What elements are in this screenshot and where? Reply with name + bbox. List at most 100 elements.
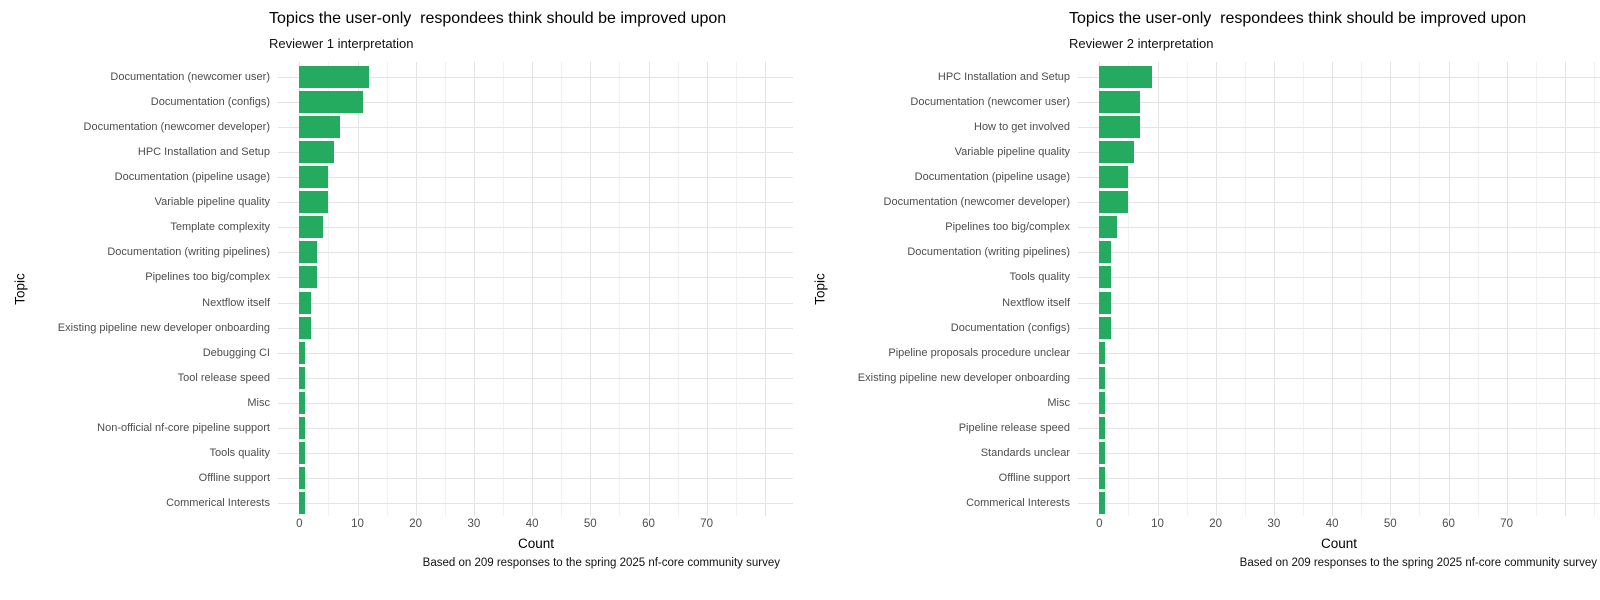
y-gridline [278,502,793,504]
y-gridline [1078,102,1600,104]
x-gridline [561,62,563,516]
bar-documentation-newcomer-user [299,66,370,88]
bar-documentation-pipeline-usage [1099,166,1129,189]
y-gridline [1078,202,1600,204]
y-gridline [1078,177,1600,179]
y-tick-label: Documentation (pipeline usage) [114,171,270,184]
y-tick-label: Pipeline proposals procedure unclear [888,346,1070,359]
x-gridline [1361,62,1363,516]
bar-documentation-newcomer-developer [1099,191,1129,214]
x-gridline [648,62,650,516]
y-gridline [278,202,793,204]
x-tick-label: 30 [1267,518,1281,530]
y-gridline [278,252,793,254]
x-gridline [1244,62,1246,516]
bar-documentation-configs [299,91,364,114]
y-tick-label: Documentation (newcomer developer) [83,121,270,134]
y-gridline [278,227,793,229]
bar-non-official-nf-core-pipeline-support [299,416,306,439]
y-gridline [1078,352,1600,354]
x-gridline [444,62,446,516]
x-gridline [1535,62,1537,516]
x-gridline [1506,62,1508,516]
plot-panel [1078,62,1600,516]
y-tick-label: Tools quality [209,446,270,459]
y-tick-label: Commerical Interests [166,496,270,509]
bar-documentation-writing-pipelines [299,241,317,264]
bar-tool-release-speed [299,366,306,389]
y-tick-label: Pipeline release speed [958,421,1070,434]
bar-documentation-configs [1099,316,1111,339]
x-tick-label: 20 [409,518,423,530]
reviewer-1-chart: Topics the user-only respondees think sh… [13,10,793,569]
y-tick-label: Variable pipeline quality [154,196,270,209]
bar-documentation-writing-pipelines [1099,241,1111,264]
bar-nextflow-itself [299,291,311,314]
x-gridline [677,62,679,516]
chart-caption: Based on 209 responses to the spring 202… [1239,557,1597,569]
x-tick-label: 40 [525,518,539,530]
y-gridline [278,377,793,379]
x-gridline [386,62,388,516]
bar-pipeline-release-speed [1099,416,1106,439]
plot-panel [278,62,793,516]
y-tick-label: Nextflow itself [1002,296,1070,309]
x-tick-label: 60 [642,518,655,530]
bar-commerical-interests [299,491,306,514]
y-gridline [278,77,793,78]
y-gridline [278,302,793,304]
bar-template-complexity [299,216,323,239]
y-tick-label: Offline support [998,471,1070,484]
bar-hpc-installation-and-setup [1099,66,1152,88]
y-tick-label: Variable pipeline quality [954,146,1070,159]
bar-documentation-pipeline-usage [299,166,329,189]
y-tick-label: How to get involved [974,121,1070,134]
y-gridline [278,277,793,279]
x-gridline [590,62,592,516]
bar-misc [299,391,306,414]
bar-existing-pipeline-new-developer-onboarding [1099,366,1106,389]
bar-variable-pipeline-quality [299,191,329,214]
y-tick-label: Standards unclear [980,446,1070,459]
y-gridline [1078,502,1600,504]
x-gridline [1332,62,1334,516]
y-gridline [1078,227,1600,229]
y-gridline [278,102,793,104]
y-tick-label: Documentation (newcomer user) [910,96,1070,109]
x-tick-label: 30 [467,518,481,530]
x-gridline [619,62,621,516]
chart-title: Topics the user-only respondees think sh… [269,10,727,27]
bar-offline-support [299,466,306,489]
x-gridline [503,62,504,516]
chart-subtitle: Reviewer 2 interpretation [1069,36,1214,51]
y-tick-label: Tool release speed [177,371,270,384]
x-gridline [1448,62,1450,516]
x-axis-title: Count [517,536,555,551]
y-tick-label: HPC Installation and Setup [937,71,1070,83]
reviewer-2-chart: Topics the user-only respondees think sh… [800,0,1600,600]
x-tick-label: 10 [351,518,364,530]
x-gridline [1215,62,1217,516]
y-tick-label: Documentation (writing pipelines) [907,246,1070,259]
y-gridline [1078,427,1600,429]
bar-documentation-newcomer-user [1099,91,1141,114]
chart-title: Topics the user-only respondees think sh… [1069,10,1527,27]
y-gridline [1078,127,1600,129]
x-tick-label: 10 [1151,518,1164,530]
y-gridline [1078,402,1600,404]
bar-tools-quality [1099,266,1111,289]
y-gridline [1078,327,1600,329]
y-gridline [1078,477,1600,479]
y-tick-label: Offline support [198,471,270,484]
x-tick-label: 20 [1209,518,1223,530]
y-tick-label: Pipelines too big/complex [945,221,1070,234]
y-tick-label: Documentation (newcomer developer) [883,196,1070,209]
bar-commerical-interests [1099,491,1106,514]
y-gridline [278,127,793,129]
bar-hpc-installation-and-setup [299,141,335,164]
x-gridline [764,62,766,516]
y-gridline [278,327,793,329]
y-tick-label: Commerical Interests [966,496,1070,509]
x-gridline [299,62,301,516]
